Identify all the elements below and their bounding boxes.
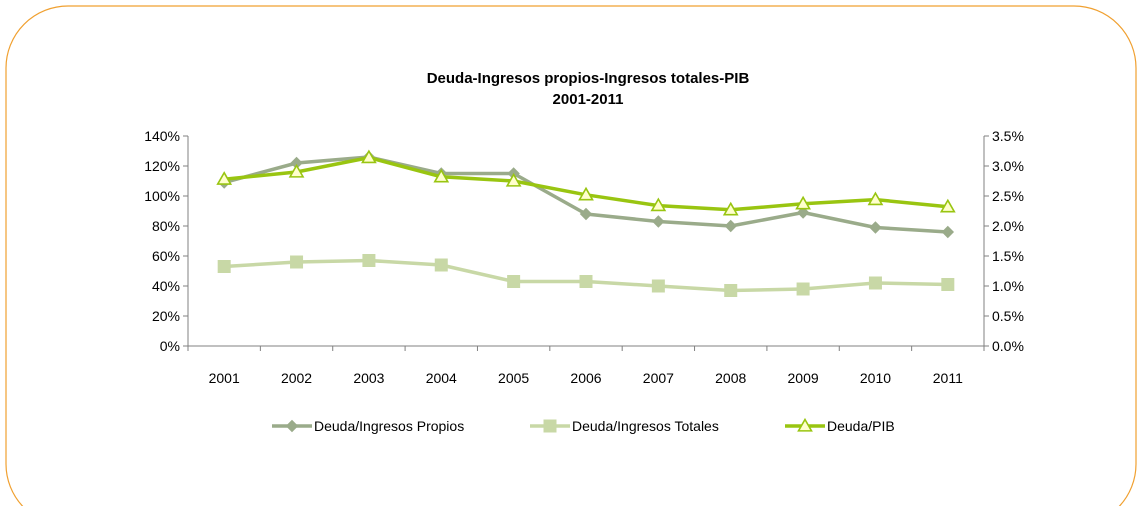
series-1-point (868, 276, 882, 290)
right-tick-label: 2.5% (992, 188, 1024, 204)
series-2-point (795, 195, 811, 210)
series-2-point (216, 171, 233, 185)
right-tick-label: 1.5% (992, 248, 1024, 264)
series-2-point (650, 197, 667, 212)
x-tick-label: 2008 (715, 370, 746, 386)
series-2-point (288, 163, 305, 178)
left-tick-label: 80% (152, 218, 180, 234)
right-axis-ticks: 0.0% 0.5% 1.0% 1.5% 2.0% 2.5% 3.0% 3.5% (984, 128, 1024, 354)
left-tick-label: 0% (160, 338, 180, 354)
series-2-point (867, 191, 884, 206)
series-0-point (941, 225, 955, 239)
right-tick-label: 3.0% (992, 158, 1024, 174)
legend-label-1: Deuda/Ingresos Totales (572, 418, 719, 434)
series-group (216, 149, 956, 297)
x-tick-label: 2010 (860, 370, 891, 386)
series-0-point (869, 221, 882, 234)
x-tick-label: 2011 (933, 370, 963, 386)
series-2-point (361, 149, 377, 164)
series-2-point (722, 201, 739, 216)
legend-marker-0 (285, 419, 299, 433)
series-1-point (434, 258, 448, 272)
series-0-point (579, 207, 593, 221)
series-1-point (507, 275, 521, 288)
left-tick-label: 140% (144, 128, 180, 144)
legend-label-0: Deuda/Ingresos Propios (314, 418, 464, 434)
right-tick-label: 0.0% (992, 338, 1024, 354)
series-2-point (505, 172, 522, 187)
right-tick-label: 2.0% (992, 218, 1024, 234)
left-tick-label: 20% (152, 308, 180, 324)
left-axis-ticks: 0% 20% 40% 60% 80% 100% 120% 140% (144, 128, 188, 354)
axes (187, 136, 985, 347)
x-axis-ticks: 2001 2002 2003 2004 2005 2006 2007 2008 2009 2010… (187, 346, 985, 386)
series-1-point (579, 275, 593, 288)
x-tick-label: 2006 (570, 370, 601, 386)
chart-subtitle: 2001-2011 (553, 91, 624, 108)
legend-marker-2 (797, 417, 813, 432)
x-tick-label: 2002 (281, 370, 312, 386)
chart-border (5, 5, 1137, 506)
series-2-point (939, 198, 956, 213)
series-1-point (651, 279, 665, 293)
legend: Deuda/Ingresos Propios Deuda/Ingresos Tot… (272, 417, 895, 434)
series-0-point (724, 219, 737, 233)
legend-label-2: Deuda/PIB (827, 418, 895, 434)
right-tick-label: 0.5% (992, 308, 1024, 324)
series-2-point (433, 168, 450, 183)
right-tick-label: 1.0% (992, 278, 1024, 294)
series-1-point (217, 260, 231, 273)
series-0-point (796, 206, 810, 219)
legend-marker-1 (543, 419, 557, 433)
x-tick-label: 2001 (209, 370, 240, 386)
left-tick-label: 120% (144, 158, 180, 174)
series-0-point (652, 215, 665, 228)
left-tick-label: 40% (152, 278, 180, 294)
right-tick-label: 3.5% (992, 128, 1024, 144)
left-tick-label: 60% (152, 248, 180, 264)
x-tick-label: 2003 (353, 370, 384, 386)
x-tick-label: 2009 (788, 370, 819, 386)
left-tick-label: 100% (144, 188, 180, 204)
x-tick-label: 2004 (426, 370, 457, 386)
x-tick-label: 2005 (498, 370, 529, 386)
series-1-point (941, 278, 955, 291)
series-1-point (724, 284, 738, 297)
chart-title: Deuda-Ingresos propios-Ingresos totales-… (427, 70, 750, 87)
x-tick-label: 2007 (643, 370, 674, 386)
series-1-point (796, 282, 810, 296)
series-2-point (578, 186, 594, 201)
series-1-point (290, 255, 304, 269)
series-1-point (362, 254, 376, 267)
